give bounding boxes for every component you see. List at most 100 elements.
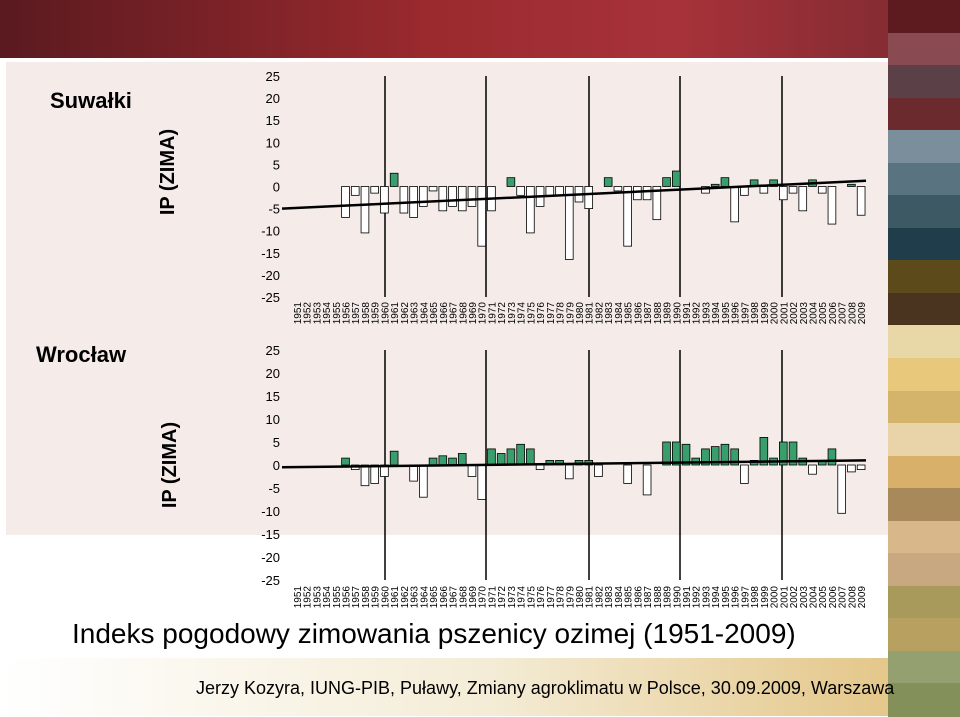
x-tick-label: 1996 <box>731 586 742 609</box>
x-tick-label: 1972 <box>497 586 508 609</box>
x-tick-label: 1998 <box>750 302 761 325</box>
bar <box>564 464 574 480</box>
x-tick-label: 1987 <box>643 302 654 325</box>
bar <box>730 448 739 466</box>
bar <box>370 464 379 484</box>
x-tick-label: 1981 <box>585 586 596 609</box>
x-tick-label: 1995 <box>721 302 732 325</box>
bar <box>720 443 730 466</box>
y-tick-label: -20 <box>261 268 280 283</box>
bar <box>837 464 846 514</box>
x-tick-label: 1968 <box>458 302 469 325</box>
x-tick-label: 2000 <box>770 302 781 325</box>
x-tick-label: 1986 <box>633 302 644 325</box>
x-tick-label: 1985 <box>624 302 635 325</box>
bar <box>759 186 769 194</box>
x-tick-label: 1977 <box>546 586 557 609</box>
y-tick-label: -10 <box>261 504 280 519</box>
x-tick-label: 1955 <box>332 302 343 325</box>
bar <box>662 177 671 187</box>
bar <box>350 186 360 196</box>
bar <box>779 441 788 466</box>
x-tick-label: 1963 <box>410 302 421 325</box>
side-stripe <box>888 585 960 620</box>
y-tick-label: 15 <box>266 113 280 128</box>
side-stripe <box>888 32 960 67</box>
x-tick-label: 1970 <box>478 586 489 609</box>
side-stripe <box>888 683 960 717</box>
bar <box>671 441 681 466</box>
x-tick-label: 1972 <box>497 302 508 325</box>
x-tick-label: 1959 <box>371 302 382 325</box>
x-tick-label: 1991 <box>682 302 693 325</box>
bar <box>856 464 866 470</box>
x-tick-label: 2004 <box>808 302 819 325</box>
side-stripe <box>888 130 960 164</box>
side-stripe <box>888 358 960 392</box>
bar <box>623 464 632 484</box>
x-tick-label: 1988 <box>653 586 664 609</box>
station-label-wroclaw: Wrocław <box>36 342 127 367</box>
x-tick-label: 1994 <box>711 586 722 609</box>
bar <box>769 179 778 187</box>
x-tick-label: 2004 <box>808 586 819 609</box>
bar <box>389 450 399 466</box>
x-tick-label: 1966 <box>439 586 450 609</box>
x-tick-label: 1995 <box>721 586 732 609</box>
bar <box>419 186 428 207</box>
x-tick-label: 1982 <box>594 302 605 325</box>
bar <box>564 186 574 260</box>
side-stripe <box>888 390 960 425</box>
x-tick-label: 1954 <box>322 302 333 325</box>
bar <box>652 186 662 221</box>
slide-title: Indeks pogodowy zimowania pszenicy ozime… <box>72 618 796 649</box>
trend-line <box>281 179 867 210</box>
x-tick-label: 1970 <box>478 302 489 325</box>
bar <box>448 186 457 207</box>
bar <box>477 464 487 500</box>
x-tick-label: 1983 <box>604 586 615 609</box>
x-tick-label: 1957 <box>351 586 362 609</box>
bar <box>681 443 691 466</box>
x-tick-label: 1966 <box>439 302 450 325</box>
y-tick-label: 0 <box>273 180 280 195</box>
bar <box>856 186 866 216</box>
y-tick-label: -20 <box>261 550 280 565</box>
bar <box>341 186 350 218</box>
bar <box>389 172 399 187</box>
y-tick-label: -15 <box>261 527 280 542</box>
bar <box>662 441 671 466</box>
x-tick-label: 1962 <box>400 302 411 325</box>
bar <box>730 186 739 223</box>
x-tick-label: 1979 <box>565 586 576 609</box>
y-tick-label: 20 <box>266 366 280 381</box>
y-tick-label: 0 <box>273 458 280 473</box>
side-stripe <box>888 65 960 99</box>
bar <box>623 186 632 247</box>
x-tick-label: 2001 <box>779 586 790 609</box>
bar <box>496 453 506 466</box>
x-tick-label: 2003 <box>799 586 810 609</box>
bar <box>594 464 603 477</box>
side-stripe <box>888 650 960 685</box>
bar <box>419 464 428 498</box>
x-tick-label: 2007 <box>838 302 849 325</box>
bar <box>409 464 418 482</box>
bar <box>779 186 788 201</box>
x-tick-label: 1974 <box>517 302 528 325</box>
x-tick-label: 1961 <box>390 302 401 325</box>
station-label-suwalki: Suwałki <box>50 88 132 113</box>
bar <box>516 443 525 466</box>
y-tick-label: -10 <box>261 224 280 239</box>
x-tick-label: 1968 <box>458 586 469 609</box>
x-tick-label: 2003 <box>799 302 810 325</box>
x-tick-label: 1996 <box>731 302 742 325</box>
x-tick-label: 1993 <box>701 302 712 325</box>
x-tick-label: 1992 <box>692 586 703 609</box>
bar <box>847 183 856 187</box>
x-tick-label: 1956 <box>342 302 353 325</box>
x-tick-label: 1967 <box>449 302 460 325</box>
bar <box>788 186 798 194</box>
x-tick-label: 1998 <box>750 586 761 609</box>
x-tick-label: 1955 <box>332 586 343 609</box>
